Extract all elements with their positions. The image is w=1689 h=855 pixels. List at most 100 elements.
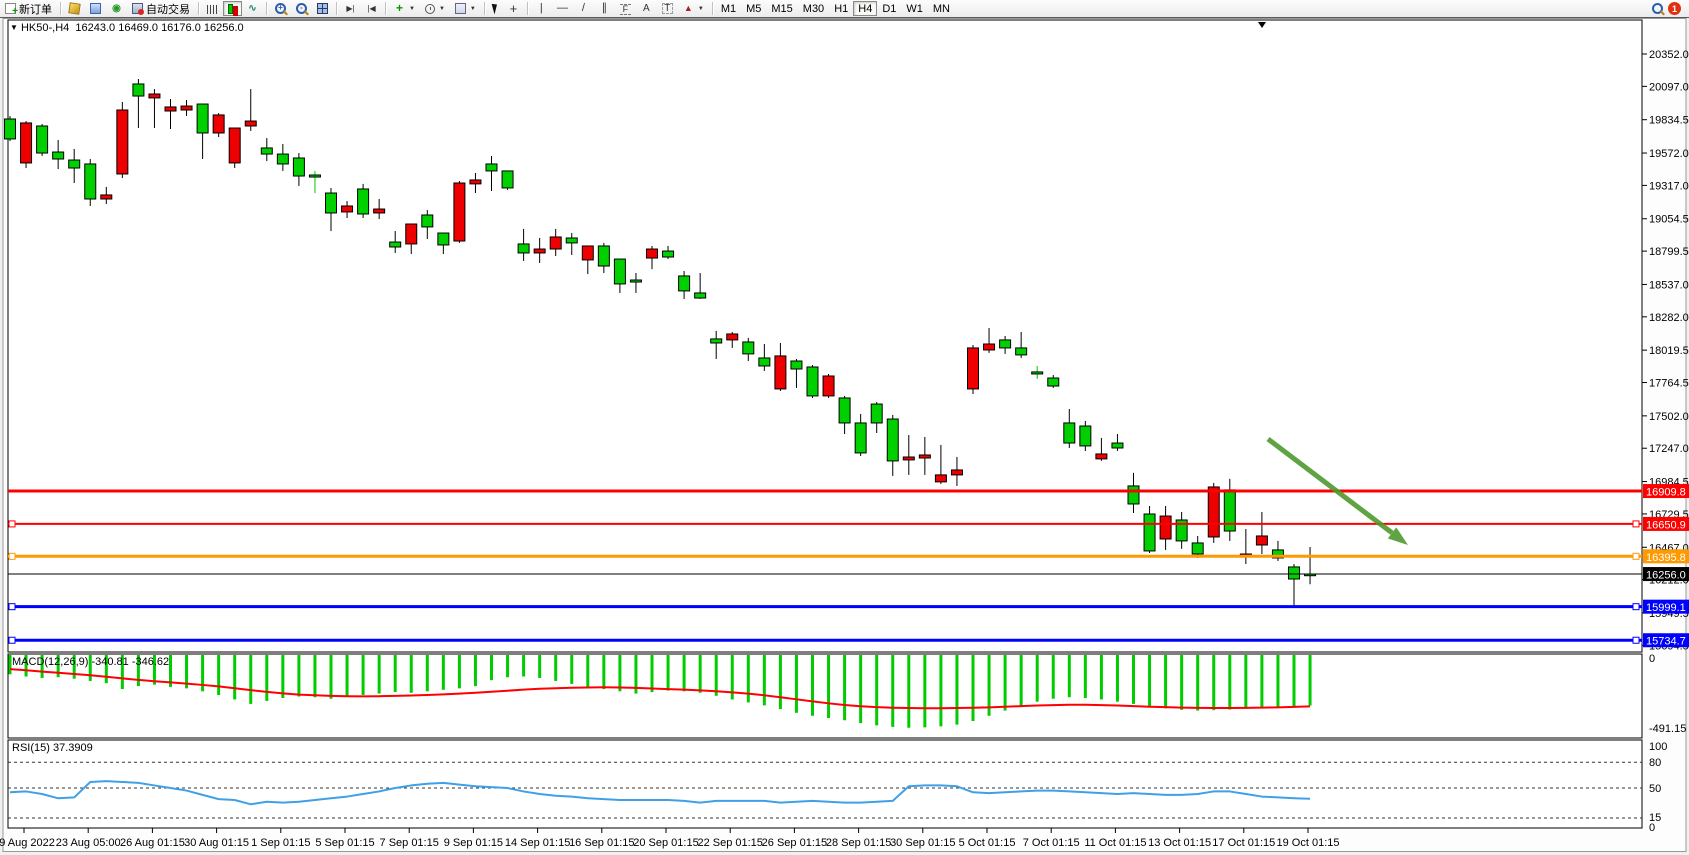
time-tick-label: 16 Sep 01:15 [569, 837, 634, 849]
timeframe-d1-button[interactable]: D1 [877, 1, 901, 16]
autotrading-label: 自动交易 [146, 3, 190, 16]
time-tick-label: 7 Sep 01:15 [380, 837, 439, 849]
toolbar-separator [385, 2, 386, 15]
price-line-label: 16909.8 [1646, 487, 1686, 499]
crosshair-button[interactable]: + [503, 1, 524, 16]
chart-title: ▼ HK50-,H4 16243.0 16469.0 16176.0 16256… [10, 22, 244, 34]
cursor-button[interactable] [488, 1, 503, 16]
chart-shift-button[interactable]: |◀ [361, 1, 382, 16]
zoom-out-button[interactable]: - [291, 1, 312, 16]
indicators-button[interactable]: + ▼ [389, 1, 420, 16]
horizontal-line-button[interactable]: — [552, 1, 573, 16]
line-end-marker [1632, 520, 1640, 528]
timeframe-h1-button[interactable]: H1 [829, 1, 853, 16]
time-tick-label: 19 Aug 2022 [0, 837, 55, 849]
price-tick-label: 19572.0 [1649, 148, 1689, 160]
equidistant-channel-icon: ∥ [601, 2, 608, 14]
line-end-marker [8, 636, 16, 644]
text-label-button[interactable]: T [657, 1, 678, 16]
rsi-layer: 100 80 50 150 [8, 741, 1667, 834]
price-axis: 20352.0 20097.0 19834.5 19572.0 19317.0 19054… [1642, 49, 1689, 652]
templates-button[interactable]: ▼ [450, 1, 481, 16]
last-bar-marker [1258, 22, 1266, 28]
time-tick-label: 1 Sep 01:15 [251, 837, 310, 849]
price-tick-label: 18537.0 [1649, 279, 1689, 291]
price-tick-label: 19834.5 [1649, 115, 1689, 127]
fibonacci-button[interactable]: F [615, 1, 636, 16]
price-line-label: 16395.8 [1646, 552, 1686, 564]
zoom-in-button[interactable]: + [270, 1, 291, 16]
rsi-axis-tick: 0 [1649, 822, 1655, 834]
time-tick-label: 11 Oct 01:15 [1084, 837, 1146, 849]
price-line-label-box [1643, 549, 1689, 564]
dropdown-arrow-icon: ▼ [697, 5, 704, 12]
tile-windows-button[interactable] [312, 1, 333, 16]
vertical-line-button[interactable]: | [531, 1, 552, 16]
bar-close: 16256.0 [203, 22, 244, 34]
navigator-button[interactable] [85, 1, 106, 16]
macd-layer: 0 -491.15 [8, 653, 1686, 735]
search-button[interactable] [1647, 1, 1668, 16]
dropdown-arrow-icon: ▼ [438, 5, 445, 12]
dropdown-arrow-icon: ▼ [409, 5, 415, 12]
line-end-marker [8, 552, 16, 560]
terminal-button[interactable]: ◉ [106, 1, 127, 16]
new-order-label: 新订单 [19, 3, 52, 16]
periods-button[interactable]: ▼ [420, 1, 450, 16]
rsi-axis-tick: 80 [1649, 757, 1661, 769]
toolbar-separator [198, 2, 199, 15]
price-line-label-box [1643, 567, 1689, 582]
rsi-value: 37.3909 [52, 742, 93, 754]
equidistant-channel-button[interactable]: ∥ [594, 1, 615, 16]
toolbar: 新订单 ◉ 自动交易 ∿ + - ▶| |◀ +▼ ▼ ▼ + | — / ∥ … [0, 0, 1689, 18]
line-end-marker [1632, 603, 1640, 611]
line-end-marker [8, 603, 16, 611]
price-tick-label: 18019.5 [1649, 345, 1689, 357]
timeframe-m5-button[interactable]: M5 [741, 1, 766, 16]
auto-scroll-button[interactable]: ▶| [340, 1, 361, 16]
macd-signal-line [9, 668, 1311, 710]
timeframe-mn-button[interactable]: MN [928, 1, 955, 16]
price-lines-layer[interactable] [8, 489, 1642, 644]
trend-line-button[interactable]: / [573, 1, 594, 16]
timeframe-m1-button[interactable]: M1 [716, 1, 741, 16]
time-tick-label: 26 Sep 01:15 [762, 837, 827, 849]
chart-canvas[interactable]: 20352.0 20097.0 19834.5 19572.0 19317.0 19054… [0, 18, 1689, 855]
time-tick-label: 9 Sep 01:15 [444, 837, 503, 849]
panel-frames [2, 18, 1687, 852]
notification-badge[interactable]: 1 [1668, 2, 1681, 15]
timeframe-w1-button[interactable]: W1 [901, 1, 928, 16]
navigator-icon [90, 3, 101, 14]
time-tick-label: 26 Aug 01:15 [120, 837, 185, 849]
new-order-button[interactable]: 新订单 [0, 1, 57, 17]
timeframe-m15-button[interactable]: M15 [766, 1, 797, 16]
timeframe-m30-button[interactable]: M30 [798, 1, 829, 16]
text-button[interactable]: A [636, 1, 657, 16]
price-tick-label: 20097.0 [1649, 81, 1689, 93]
line-end-marker [1632, 636, 1640, 644]
autotrading-button[interactable]: 自动交易 [127, 1, 195, 16]
trend-arrow-annotation[interactable] [1266, 437, 1408, 545]
fibonacci-icon: F [619, 3, 631, 15]
auto-scroll-icon: ▶| [346, 4, 355, 13]
dropdown-arrow-icon: ▼ [469, 5, 476, 12]
timeframe-h4-button[interactable]: H4 [853, 1, 878, 16]
text-label-icon: T [661, 3, 673, 14]
arrows-button[interactable]: ▲ ▼ [678, 1, 709, 16]
time-tick-label: 14 Sep 01:15 [505, 837, 570, 849]
time-tick-label: 20 Sep 01:15 [633, 837, 698, 849]
time-tick-label: 30 Sep 01:15 [890, 837, 955, 849]
market-watch-button[interactable] [64, 1, 85, 16]
macd-axis-zero: 0 [1649, 653, 1655, 665]
collapse-triangle-icon[interactable]: ▼ [10, 23, 18, 32]
time-tick-label: 17 Oct 01:15 [1212, 837, 1275, 849]
toolbar-separator [60, 2, 61, 15]
cursor-icon [491, 2, 500, 15]
price-tick-label: 19054.5 [1649, 214, 1689, 226]
candlestick-chart-button[interactable] [223, 1, 242, 16]
tile-windows-icon [317, 3, 328, 14]
line-chart-button[interactable]: ∿ [242, 1, 263, 16]
bar-chart-button[interactable] [202, 1, 223, 16]
price-tick-label: 19317.0 [1649, 180, 1689, 192]
